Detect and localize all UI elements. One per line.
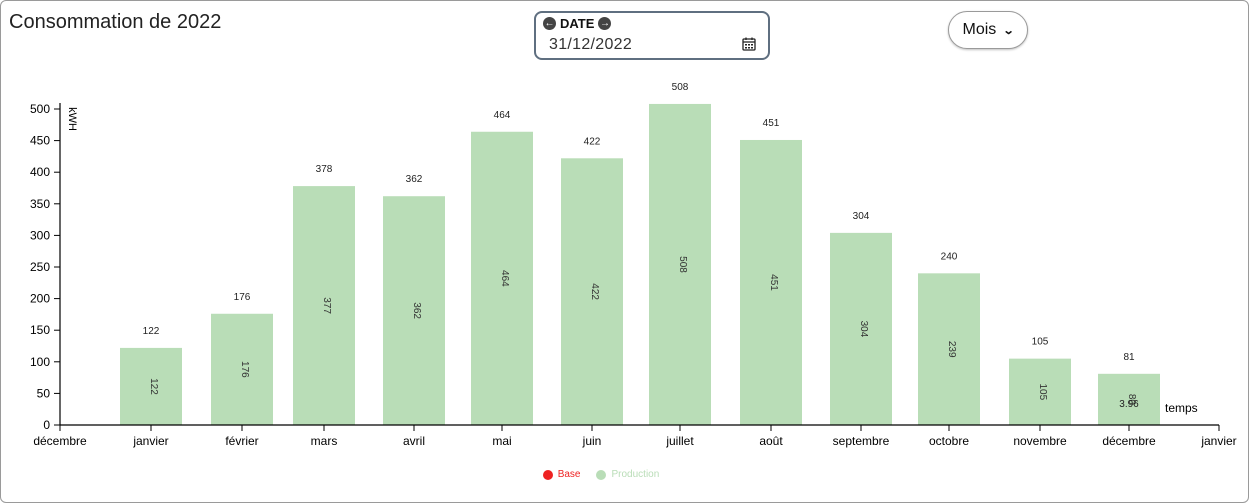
y-tick-label: 400 xyxy=(30,165,50,179)
page-title: Consommation de 2022 xyxy=(9,11,222,33)
x-axis-title: temps xyxy=(1165,401,1198,415)
bar xyxy=(1098,373,1160,425)
date-label: DATE xyxy=(560,16,595,31)
bar xyxy=(120,347,182,425)
bar-value-label: 122 xyxy=(143,326,160,337)
bar-inner-label: 80 xyxy=(1126,394,1137,406)
bar xyxy=(211,313,273,425)
bar-value-label: 422 xyxy=(584,136,601,147)
date-picker[interactable]: ← DATE → 31/12/2022 xyxy=(534,11,770,60)
x-tick-label: octobre xyxy=(929,434,969,448)
chart-legend: Base Production xyxy=(1,469,1201,480)
annotation-label: 3.96 xyxy=(1119,399,1139,410)
y-tick-label: 0 xyxy=(43,418,50,432)
bar-value-label: 81 xyxy=(1123,352,1135,363)
y-tick-label: 500 xyxy=(30,102,50,116)
legend-label: Production xyxy=(611,469,660,480)
x-tick-label: février xyxy=(225,434,258,448)
bar xyxy=(918,273,980,425)
previous-date-icon[interactable]: ← xyxy=(543,17,556,30)
x-tick-label: mars xyxy=(311,434,338,448)
bar-inner-label: 122 xyxy=(148,378,159,395)
date-input[interactable]: 31/12/2022 xyxy=(549,36,633,53)
bar-inner-label: 464 xyxy=(499,270,510,287)
x-tick-label: juillet xyxy=(665,434,694,448)
legend-item[interactable]: Production xyxy=(596,469,659,480)
bar-value-label: 378 xyxy=(316,164,333,175)
bar xyxy=(740,139,802,425)
x-tick-label: décembre xyxy=(1102,434,1156,448)
x-tick-label: janvier xyxy=(1200,434,1236,448)
bar-inner-label: 362 xyxy=(411,302,422,319)
bar xyxy=(649,103,711,425)
bar xyxy=(1009,358,1071,425)
bar-value-label: 508 xyxy=(672,82,689,93)
bar xyxy=(471,131,533,425)
bar-inner-label: 508 xyxy=(677,256,688,273)
legend-label: Base xyxy=(557,469,581,480)
chevron-down-icon: ⌄ xyxy=(1002,24,1015,37)
bar-value-label: 105 xyxy=(1032,337,1049,348)
y-tick-label: 50 xyxy=(37,386,51,400)
bar-value-label: 362 xyxy=(406,174,423,185)
bar-chart: 122 122 176 176 378 377 362 362 464 464 422 422 508 5… xyxy=(30,82,1237,448)
bar-inner-label: 451 xyxy=(768,274,779,291)
bar-inner-label: 176 xyxy=(239,361,250,378)
legend-dot-icon xyxy=(596,469,607,480)
x-tick-label: novembre xyxy=(1013,434,1067,448)
x-tick-label: septembre xyxy=(833,434,890,448)
date-picker-header: ← DATE → xyxy=(543,16,612,31)
bar-inner-label: 239 xyxy=(946,341,957,358)
legend-dot-icon xyxy=(542,469,553,480)
bar-inner-label: 422 xyxy=(589,283,600,300)
period-select-value: Mois xyxy=(962,21,997,38)
bar-inner-label: 377 xyxy=(321,297,332,314)
bar-value-label: 176 xyxy=(234,292,251,303)
bar-value-label: 464 xyxy=(494,110,511,121)
bar-value-label: 304 xyxy=(853,211,870,222)
bar-value-label: 240 xyxy=(941,251,958,262)
bar-inner-label: 304 xyxy=(858,321,869,338)
y-tick-label: 300 xyxy=(30,228,50,242)
bar-inner-label: 105 xyxy=(1037,383,1048,400)
x-tick-label: mai xyxy=(492,434,511,448)
bar-value-label: 451 xyxy=(763,118,780,129)
y-tick-label: 350 xyxy=(30,197,50,211)
bar xyxy=(561,158,623,425)
calendar-icon[interactable] xyxy=(742,37,756,51)
y-tick-label: 200 xyxy=(30,292,50,306)
x-tick-label: décembre xyxy=(33,434,87,448)
bar xyxy=(383,196,445,425)
x-tick-label: août xyxy=(759,434,783,448)
legend-item[interactable]: Base xyxy=(542,469,581,480)
period-select-button[interactable]: Mois ⌄ xyxy=(948,11,1028,49)
x-tick-label: juin xyxy=(582,434,602,448)
bar xyxy=(293,186,355,425)
y-axis-title: kWH xyxy=(66,107,78,131)
x-tick-label: avril xyxy=(403,434,425,448)
y-tick-label: 100 xyxy=(30,355,50,369)
y-tick-label: 150 xyxy=(30,323,50,337)
y-tick-label: 450 xyxy=(30,134,50,148)
x-tick-label: janvier xyxy=(132,434,168,448)
y-tick-label: 250 xyxy=(30,260,50,274)
next-date-icon[interactable]: → xyxy=(598,17,612,30)
bar xyxy=(830,232,892,425)
